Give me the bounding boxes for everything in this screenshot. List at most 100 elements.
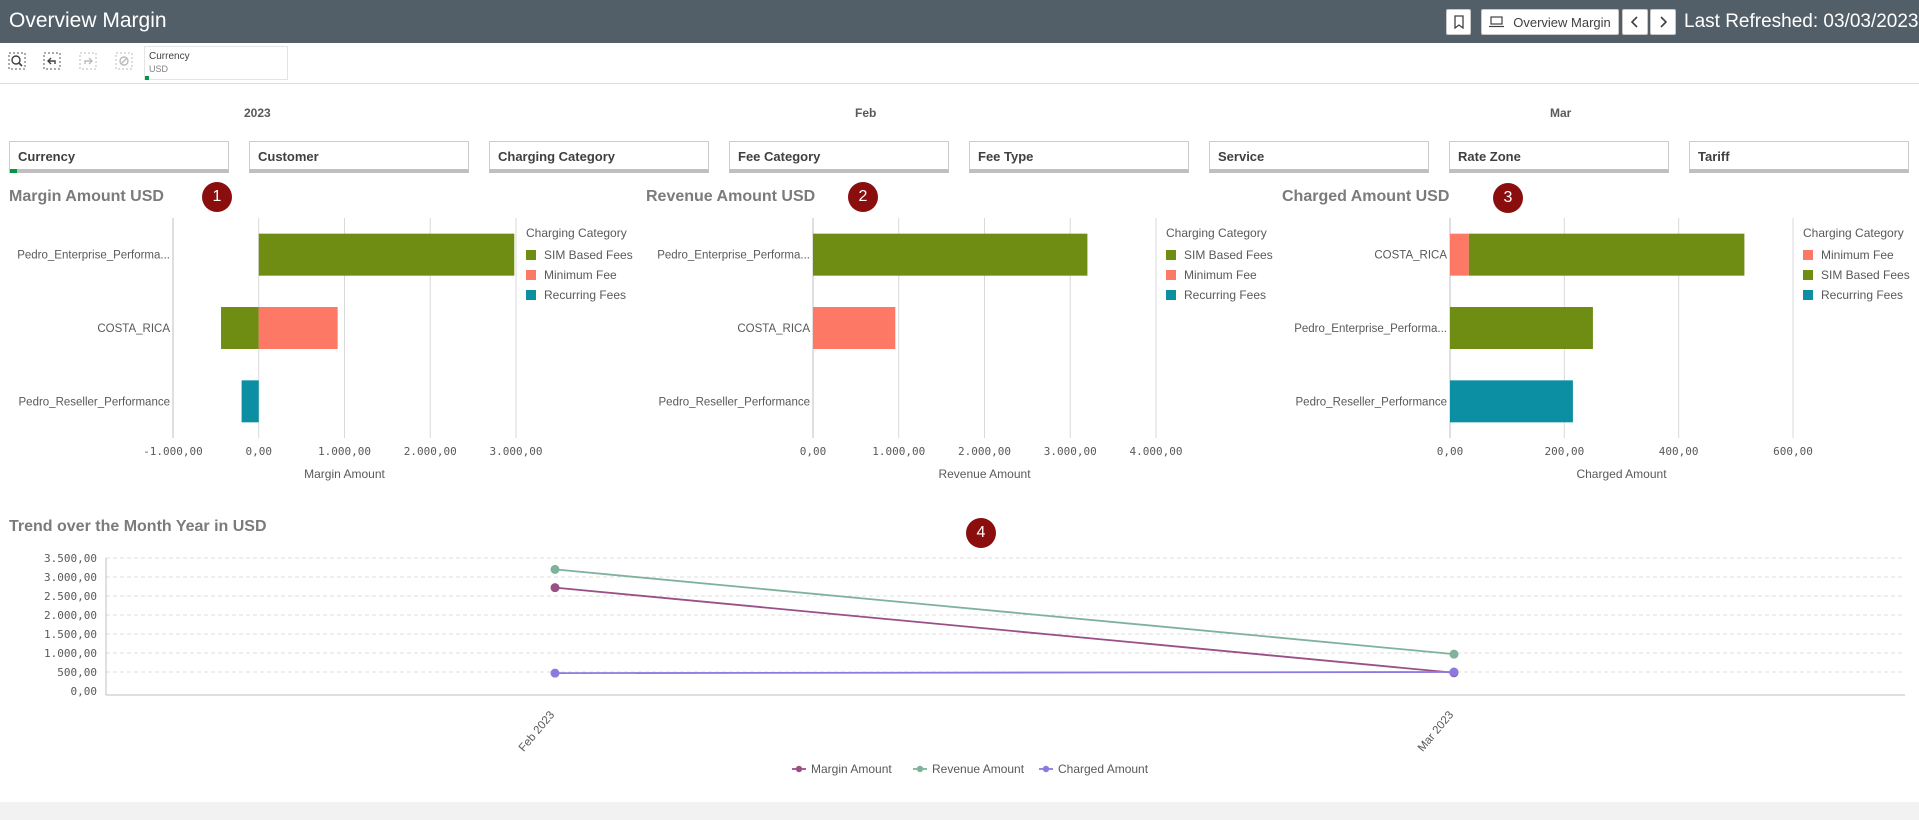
bar-segment [258, 307, 338, 349]
revenue-bar-chart[interactable]: 0,00 1.000,00 2.000,00 3.000,00 4.000,00 Reve… [640, 210, 1280, 510]
legend-marker [916, 765, 924, 773]
legend-item: Charged Amount [1058, 762, 1149, 776]
legend-swatch [526, 270, 536, 280]
series-line [554, 586, 1455, 674]
legend-title: Charging Category [526, 226, 627, 240]
x-tick-label: 0,00 [1437, 445, 1464, 458]
legend-title: Charging Category [1166, 226, 1267, 240]
legend-item: SIM Based Fees [1184, 248, 1273, 262]
charged-bar-chart[interactable]: 0,00 200,00 400,00 600,00 Charged Amount COST… [1277, 210, 1917, 510]
annotation-badge-4: 4 [966, 518, 996, 548]
smart-search-icon[interactable] [8, 52, 26, 70]
step-back-icon[interactable] [43, 52, 61, 70]
selection-indicator [10, 169, 17, 173]
legend-item: Recurring Fees [1821, 288, 1903, 302]
currency-chip-label: Currency [149, 51, 190, 62]
bookmark-icon [1453, 15, 1464, 29]
bar-segment [1450, 307, 1593, 349]
legend-item: Minimum Fee [1821, 248, 1894, 262]
y-tick-label: 1.000,00 [44, 647, 97, 660]
bar-segment [813, 233, 1088, 276]
currency-selection-chip[interactable]: Currency USD [144, 46, 288, 80]
legend-item: Minimum Fee [1184, 268, 1257, 282]
x-tick-label: 400,00 [1659, 445, 1699, 458]
legend-marker [795, 765, 803, 773]
x-tick-label: 0,00 [800, 445, 827, 458]
period-label-year: 2023 [244, 106, 271, 120]
x-tick-label: 200,00 [1544, 445, 1584, 458]
category-label: Pedro_Enterprise_Performa... [1294, 323, 1447, 335]
y-tick-label: 3.500,00 [44, 552, 97, 565]
x-axis-title: Revenue Amount [938, 467, 1031, 481]
x-tick-label: 600,00 [1773, 445, 1813, 458]
filter-label: Tariff [1698, 149, 1730, 164]
previous-sheet-button[interactable] [1622, 9, 1648, 35]
legend-marker [1042, 765, 1050, 773]
filter-service[interactable]: Service [1209, 141, 1429, 173]
x-tick-label: 2.000,00 [404, 445, 457, 458]
legend-swatch [1803, 250, 1813, 260]
x-tick-label: 3.000,00 [1044, 445, 1097, 458]
sheet-icon [1489, 16, 1505, 28]
legend-item: Minimum Fee [544, 268, 617, 282]
annotation-badge-3: 3 [1493, 183, 1523, 213]
filter-label: Rate Zone [1458, 149, 1521, 164]
legend-title: Charging Category [1803, 226, 1904, 240]
x-tick-label: 4.000,00 [1130, 445, 1183, 458]
filter-label: Currency [18, 149, 76, 164]
filter-charging-category[interactable]: Charging Category [489, 141, 709, 173]
data-point [1449, 649, 1459, 659]
x-axis-title: Margin Amount [304, 467, 385, 481]
legend-item: Recurring Fees [544, 288, 626, 302]
next-sheet-button[interactable] [1650, 9, 1676, 35]
legend-item: Margin Amount [811, 762, 892, 776]
margin-bar-chart[interactable]: -1.000,00 0,00 1.000,00 2.000,00 3.000,00 Mar… [0, 210, 640, 510]
filter-label: Fee Category [738, 149, 821, 164]
filter-currency[interactable]: Currency [9, 141, 229, 173]
x-tick-label: Feb 2023 [517, 709, 557, 754]
step-forward-icon[interactable] [79, 52, 97, 70]
filter-tariff[interactable]: Tariff [1689, 141, 1909, 173]
x-tick-label: Mar 2023 [1416, 709, 1456, 754]
category-label: Pedro_Reseller_Performance [659, 396, 811, 408]
bookmark-button[interactable] [1446, 9, 1471, 35]
annotation-badge-2: 2 [848, 182, 878, 212]
annotation-badge-1: 1 [202, 182, 232, 212]
legend-swatch [1166, 250, 1176, 260]
trend-line-chart[interactable]: 0,00 500,00 1.000,00 1.500,00 2.000,00 2.500,… [0, 540, 1919, 785]
y-tick-label: 500,00 [57, 666, 97, 679]
x-tick-label: -1.000,00 [143, 445, 203, 458]
bar-segment [1450, 233, 1469, 276]
bar-segment [1450, 380, 1573, 423]
trend-chart-title: Trend over the Month Year in USD [9, 518, 267, 535]
legend-item: SIM Based Fees [544, 248, 633, 262]
legend-item: Recurring Fees [1184, 288, 1266, 302]
legend-swatch [526, 250, 536, 260]
legend-swatch [1803, 290, 1813, 300]
data-point [550, 583, 560, 593]
x-axis-title: Charged Amount [1576, 467, 1667, 481]
data-point [550, 668, 560, 678]
currency-chip-value: USD [149, 64, 169, 74]
filter-fee-type[interactable]: Fee Type [969, 141, 1189, 173]
bar-segment [813, 307, 896, 349]
legend-swatch [1166, 290, 1176, 300]
selection-toolbar [0, 43, 1919, 84]
legend-item: SIM Based Fees [1821, 268, 1910, 282]
category-label: COSTA_RICA [97, 323, 170, 335]
x-tick-label: 3.000,00 [490, 445, 543, 458]
series-line [554, 568, 1455, 656]
legend-swatch [1166, 270, 1176, 280]
filter-fee-category[interactable]: Fee Category [729, 141, 949, 173]
category-label: COSTA_RICA [737, 323, 810, 335]
filter-customer[interactable]: Customer [249, 141, 469, 173]
chevron-right-icon [1660, 16, 1668, 28]
bar-segment [221, 307, 259, 349]
category-label: Pedro_Enterprise_Performa... [657, 250, 810, 262]
filter-rate-zone[interactable]: Rate Zone [1449, 141, 1669, 173]
category-label: Pedro_Enterprise_Performa... [17, 250, 170, 262]
x-tick-label: 1.000,00 [872, 445, 925, 458]
selection-indicator [145, 76, 149, 80]
sheet-selector-button[interactable]: Overview Margin [1481, 9, 1619, 35]
clear-all-selections-icon[interactable] [115, 52, 133, 70]
